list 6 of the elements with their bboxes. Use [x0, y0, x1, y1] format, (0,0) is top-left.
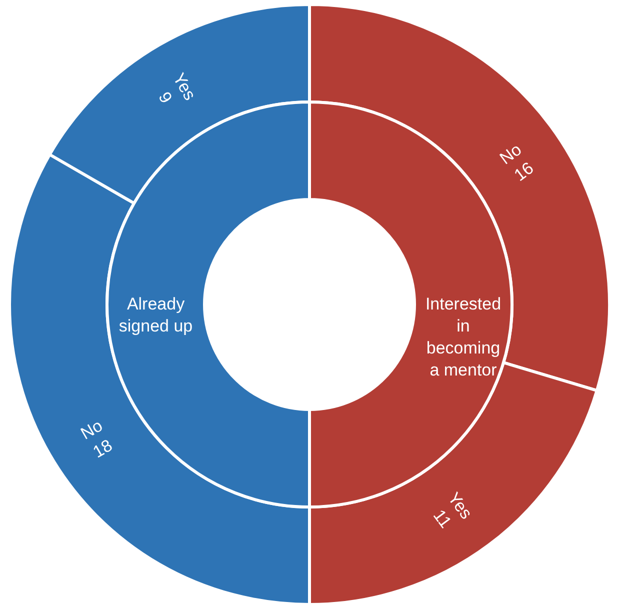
data-label: 9: [154, 88, 176, 107]
slice-label: Interested in becoming a mentor: [425, 294, 502, 380]
data-label: 16: [510, 158, 538, 185]
slice-label: Already signed up: [118, 294, 193, 336]
data-label: 18: [90, 436, 116, 462]
data-label: 11: [429, 506, 456, 532]
